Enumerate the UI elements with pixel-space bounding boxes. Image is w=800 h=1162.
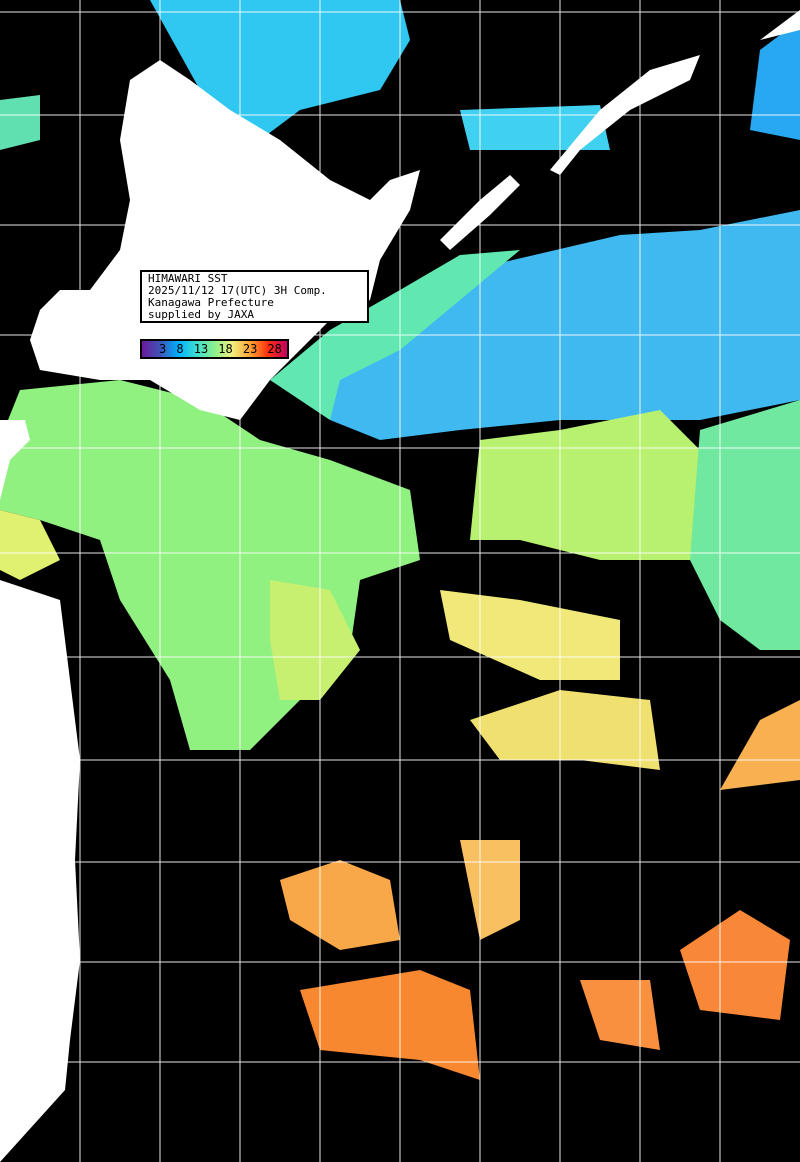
sst-yellow-sw	[0, 510, 60, 580]
info-datetime: 2025/11/12 17(UTC) 3H Comp.	[148, 284, 327, 297]
info-organization: Kanagawa Prefecture	[148, 296, 274, 309]
sst-green-east	[470, 410, 700, 560]
sst-orange-se2	[580, 980, 660, 1050]
sst-cold-ne	[750, 20, 800, 140]
sst-orange-west	[280, 860, 400, 950]
sst-orange-se	[680, 910, 790, 1020]
color-scale-legend: 3 8 13 18 23 28	[140, 339, 289, 359]
sst-blue-band	[330, 210, 800, 440]
sst-orange-east	[720, 700, 800, 790]
info-title: HIMAWARI SST	[148, 272, 228, 285]
sst-yellow-mid	[470, 690, 660, 770]
land-sakhalin	[550, 55, 700, 175]
sst-orange-mid	[460, 840, 520, 940]
sst-green-far-east	[690, 400, 800, 650]
sst-yellow-patch	[440, 590, 620, 680]
land-hokkaido	[30, 60, 420, 420]
sst-fields	[0, 0, 800, 1080]
sst-cold-strip	[460, 105, 610, 150]
sst-cold-north	[150, 0, 410, 140]
scale-tick: 8	[176, 342, 184, 356]
sst-yellowgreen-west	[270, 580, 360, 700]
scale-tick: 18	[218, 342, 233, 356]
scale-tick: 3	[159, 342, 167, 356]
scale-tick: 23	[242, 342, 258, 356]
sst-orange-south	[300, 970, 480, 1080]
info-box: HIMAWARI SST 2025/11/12 17(UTC) 3H Comp.…	[140, 270, 369, 323]
info-credit: supplied by JAXA	[148, 308, 254, 321]
land-honshu	[0, 420, 80, 1162]
land-kuril2	[760, 10, 800, 40]
sst-cold-nw	[0, 95, 40, 150]
scale-tick: 28	[267, 342, 282, 356]
scale-tick: 13	[193, 342, 209, 356]
